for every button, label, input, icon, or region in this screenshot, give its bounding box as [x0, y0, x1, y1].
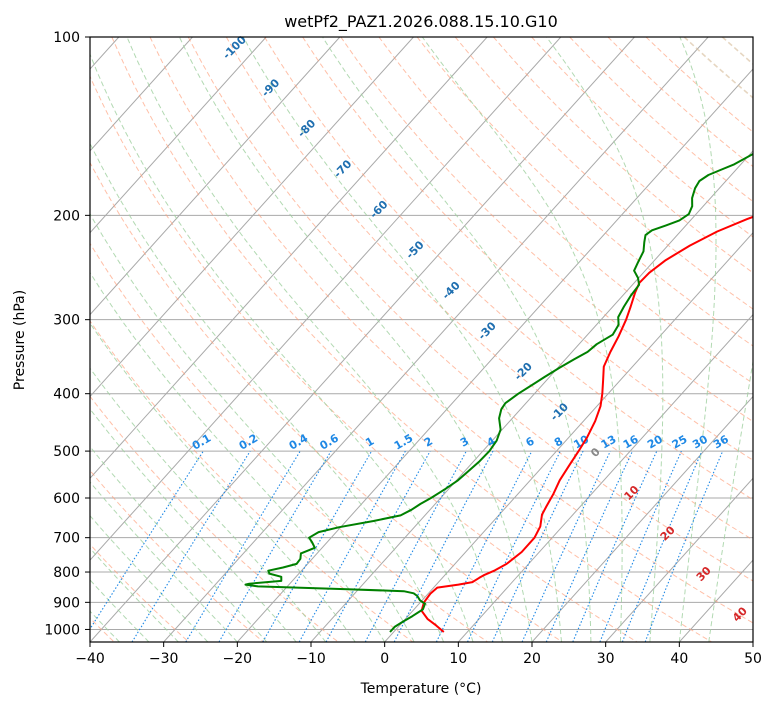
moist-adiabat: [90, 142, 445, 642]
dry-adiabat: [90, 242, 488, 642]
x-tick-label: 30: [597, 651, 615, 667]
moist-adiabat: [90, 515, 209, 642]
y-tick-label: 100: [53, 30, 80, 46]
dry-adiabat: [90, 395, 339, 642]
isotherm: [457, 313, 753, 642]
y-tick-label: 500: [53, 444, 80, 460]
moist-adiabat: [322, 37, 592, 642]
x-axis: −40 −30 −20 −10 0 10 20 30 40 50: [75, 642, 762, 667]
mixing-ratio-line: [185, 450, 301, 642]
mixing-ratio-line: [393, 450, 494, 642]
isotherm: [310, 150, 753, 642]
isotherm: [90, 37, 267, 234]
dry-adiabat: [90, 469, 264, 642]
x-tick-label: 40: [670, 651, 688, 667]
temperature-line: [420, 215, 753, 633]
y-tick-label: 600: [53, 491, 80, 507]
moist-adiabat: [90, 212, 415, 642]
isotherm: [163, 37, 709, 642]
moist-adiabat: [90, 481, 238, 642]
isotherm: [90, 37, 414, 398]
mixing-ratio-line: [364, 450, 467, 642]
mixing-ratio-line: [325, 450, 431, 642]
isotherm: [90, 37, 488, 480]
mixing-ratio-line: [621, 450, 703, 642]
background-lines: [90, 37, 753, 642]
moist-adiabat: [708, 358, 753, 642]
moist-adiabat: [90, 322, 356, 642]
isotherm: [90, 37, 341, 316]
dry-adiabat: [111, 37, 712, 642]
y-tick-label: 700: [53, 531, 80, 547]
x-tick-label: 0: [380, 651, 389, 667]
y-tick-label: 400: [53, 387, 80, 403]
x-tick-label: −10: [296, 651, 326, 667]
mixing-ratio-line: [572, 450, 658, 642]
moist-adiabat: [90, 445, 268, 642]
isotherm: [90, 37, 562, 561]
mixing-ratio-line: [298, 450, 406, 642]
mixing-ratio-line: [491, 450, 584, 642]
chart-title: wetPf2_PAZ1.2026.088.15.10.G10: [284, 12, 558, 32]
mixing-ratio-line: [644, 450, 724, 642]
x-tick-label: 10: [449, 651, 467, 667]
mixing-ratio-line: [545, 450, 633, 642]
y-axis-label: Pressure (hPa): [12, 290, 28, 390]
dry-adiabat: [416, 37, 753, 347]
mixing-ratio-line: [90, 450, 204, 630]
y-tick-label: 200: [53, 208, 80, 224]
x-tick-label: 50: [744, 651, 762, 667]
moist-adiabat: [421, 37, 623, 642]
moist-adiabat: [178, 37, 533, 642]
dry-adiabat: [90, 543, 190, 642]
isotherm: [531, 395, 753, 642]
dry-adiabat: [90, 320, 414, 642]
y-tick-label: 300: [53, 313, 80, 329]
x-axis-label: Temperature (°C): [360, 681, 482, 697]
dry-adiabat: [264, 37, 753, 501]
mixing-ratio-line: [521, 450, 611, 642]
x-tick-label: −30: [149, 651, 179, 667]
moist-adiabat: [90, 408, 297, 642]
moist-adiabat: [90, 547, 179, 642]
plot-frame: [89, 36, 754, 643]
y-tick-label: 1000: [44, 622, 80, 638]
dry-adiabat: [340, 37, 753, 423]
moist-adiabat: [90, 52, 474, 642]
moist-adiabat: [90, 271, 386, 642]
moist-adiabat: [678, 37, 717, 642]
dry-adiabat: [90, 75, 638, 642]
isotherm: [90, 37, 635, 642]
moist-adiabat: [126, 37, 503, 642]
dewpoint-line: [244, 152, 753, 633]
y-tick-label: 800: [53, 565, 80, 581]
mixing-ratio-line: [435, 450, 533, 642]
x-tick-label: 20: [523, 651, 541, 667]
y-tick-label: 900: [53, 595, 80, 611]
x-tick-label: −40: [75, 651, 105, 667]
dry-adiabat: [302, 37, 753, 461]
mixing-ratio-line: [599, 450, 682, 642]
profile-lines: [244, 152, 753, 633]
isotherm: [236, 68, 753, 642]
moist-adiabat: [546, 37, 664, 642]
isotherm: [90, 37, 193, 152]
dry-adiabat: [149, 37, 753, 624]
y-axis: 100 200 300 400 500 600 700 800 900 1000: [44, 30, 90, 638]
x-tick-label: −20: [223, 651, 253, 667]
isotherm: [384, 231, 753, 642]
dry-adiabat: [378, 37, 753, 385]
moist-adiabat: [242, 37, 562, 642]
isotherm: [605, 477, 753, 642]
mixing-ratio-line: [131, 450, 251, 642]
